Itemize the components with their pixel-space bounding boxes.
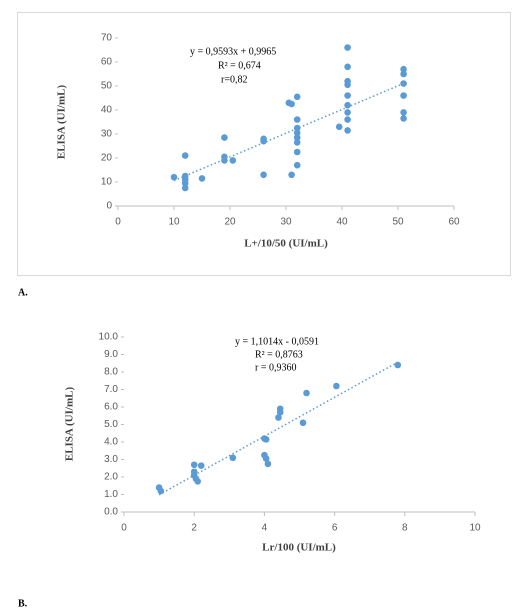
point [400,70,407,78]
trend-line [173,82,404,182]
point [190,461,198,469]
point [181,152,189,159]
annotation: y = 0,9593x + 0,9965 [190,46,276,57]
x-axis-title: L+/10/50 (UI/mL) [244,238,328,250]
x-tick-label: 0 [115,217,121,228]
point [288,100,295,108]
point [293,93,301,101]
x-tick-label: 60 [448,217,460,228]
point [194,478,202,485]
point [400,109,407,116]
y-tick-label: 3.0 [104,454,118,465]
point [221,134,228,141]
y-tick-label: 30 [101,129,113,140]
x-tick-label: 10 [469,523,481,534]
y-tick-label: 0.0 [104,507,118,518]
annotation: y = 1,1014x - 0,0591 [235,336,319,347]
x-tick-label: 6 [332,523,338,534]
point [276,408,284,416]
y-tick-label: 7.0 [104,384,118,395]
point [344,101,351,109]
x-tick-label: 20 [224,217,236,228]
x-tick-label: 2 [191,523,197,534]
point [394,361,402,369]
point [344,116,351,123]
point [264,460,272,468]
point [157,487,165,495]
y-tick-label: 4.0 [104,437,118,448]
point [303,389,310,397]
point [181,179,189,187]
point [197,462,205,469]
y-tick-label: 5.0 [104,419,118,430]
panel-label: B. [18,598,28,609]
point [293,134,301,141]
y-axis-title: ELISA (UI/mL) [56,85,68,160]
y-tick-label: 2.0 [104,472,118,483]
y-tick-label: 10.0 [99,332,119,343]
point [344,81,351,89]
x-tick-label: 50 [392,217,404,228]
x-tick-label: 4 [262,523,268,534]
y-tick-label: 1.0 [104,489,118,500]
y-tick-label: 60 [101,57,113,68]
point [229,454,237,462]
point [181,184,189,192]
y-tick-label: 40 [101,105,113,116]
point [344,127,351,134]
point [344,63,351,71]
point [293,116,301,123]
y-tick-label: 70 [101,33,113,44]
panel-label: A. [18,287,28,298]
x-tick-label: 10 [168,217,180,228]
point [293,124,301,132]
point [333,382,340,390]
point [229,157,237,164]
point [344,44,351,51]
point [262,436,270,443]
y-tick-label: 9.0 [104,349,118,360]
annotation: R² = 0,8763 [255,349,303,360]
point [260,137,267,145]
point [288,171,295,179]
y-tick-label: 50 [101,81,113,92]
annotation: r=0,82 [221,74,247,85]
point [400,115,407,122]
y-tick-label: 6.0 [104,402,118,413]
point [293,129,301,137]
y-axis-title: ELISA (UI/mL) [64,387,76,462]
y-tick-label: 20 [101,153,113,164]
point [335,123,343,131]
point [293,139,301,146]
trend-line [158,361,399,496]
point [400,92,407,99]
x-tick-label: 0 [121,523,127,534]
annotation: r = 0,9360 [255,362,296,373]
x-tick-label: 40 [336,217,348,228]
point [221,157,228,164]
point [344,92,351,99]
y-tick-label: 8.0 [104,367,118,378]
point [344,109,351,116]
point [260,171,267,179]
point [293,148,301,156]
point [262,455,270,462]
point [170,173,178,181]
point [299,419,307,427]
point [198,175,206,182]
chart-frame [17,12,511,276]
x-tick-label: 8 [402,523,408,534]
x-tick-label: 30 [280,217,292,228]
point [400,65,407,73]
point [275,414,282,421]
annotation: R² = 0,674 [218,60,261,71]
point [400,80,407,87]
y-tick-label: 10 [101,177,113,188]
x-axis-title: Lr/100 (UI/mL) [262,542,336,554]
point [293,161,301,169]
y-tick-label: 0 [106,201,112,212]
